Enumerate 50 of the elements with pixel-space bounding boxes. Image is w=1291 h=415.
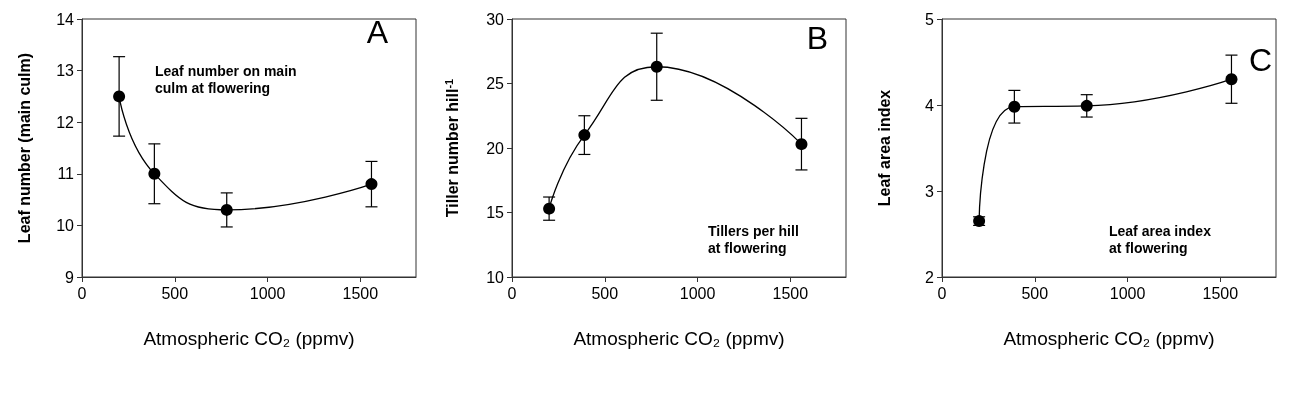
point: [365, 178, 378, 191]
y-tick-label: 10: [486, 268, 505, 286]
y-tick-label: 13: [56, 62, 75, 80]
point: [1008, 100, 1021, 113]
x-tick-label: 1000: [249, 284, 286, 302]
point: [1225, 73, 1238, 86]
point: [578, 129, 591, 142]
annotation: Leaf number on main culm at flowering: [155, 62, 297, 96]
x-tick-label: 500: [1021, 284, 1049, 302]
x-axis-title: Atmospheric CO₂ (ppmv): [1003, 328, 1215, 349]
y-tick-label: 20: [486, 139, 505, 157]
y-tick-label: 9: [65, 268, 75, 286]
annotation: Tillers per hill at flowering: [708, 222, 799, 256]
y-axis-title: Leaf area index: [875, 89, 893, 207]
x-tick-label: 0: [937, 284, 947, 302]
point: [543, 202, 556, 215]
x-axis-title: Atmospheric CO₂ (ppmv): [573, 328, 785, 349]
point: [113, 90, 126, 103]
point: [148, 167, 161, 180]
x-tick-label: 1500: [772, 284, 809, 302]
point: [220, 203, 233, 216]
annotation: Leaf area index at flowering: [1109, 222, 1212, 256]
y-tick-label: 30: [486, 10, 505, 28]
y-tick-label: 2: [925, 268, 935, 286]
y-tick-label: 15: [486, 204, 505, 221]
y-tick-label: 3: [925, 182, 935, 200]
annotation: C: [1248, 42, 1272, 78]
x-tick-label: 1000: [679, 284, 716, 302]
y-tick-label: 10: [56, 216, 75, 234]
y-axis-title: Leaf number (main culm): [15, 52, 33, 244]
point: [650, 60, 663, 73]
y-tick-label: 12: [56, 113, 75, 131]
point: [1080, 99, 1093, 112]
x-tick-label: 500: [591, 284, 619, 302]
x-tick-label: 1000: [1109, 284, 1146, 302]
annotation: B: [806, 20, 828, 56]
y-tick-label: 5: [925, 10, 935, 28]
x-tick-label: 500: [161, 284, 189, 302]
y-tick-label: 11: [57, 165, 75, 183]
x-tick-label: 0: [507, 284, 517, 302]
x-tick-label: 1500: [342, 284, 379, 302]
x-tick-label: 0: [77, 284, 87, 302]
point: [795, 138, 808, 151]
annotation: A: [366, 14, 389, 50]
x-tick-label: 1500: [1202, 284, 1239, 302]
y-tick-label: 25: [486, 75, 505, 92]
y-axis-title: Tiller number hill-1: [442, 78, 461, 218]
y-tick-label: 4: [925, 96, 935, 114]
y-tick-label: 14: [56, 10, 75, 28]
x-axis-title: Atmospheric CO₂ (ppmv): [143, 328, 355, 349]
